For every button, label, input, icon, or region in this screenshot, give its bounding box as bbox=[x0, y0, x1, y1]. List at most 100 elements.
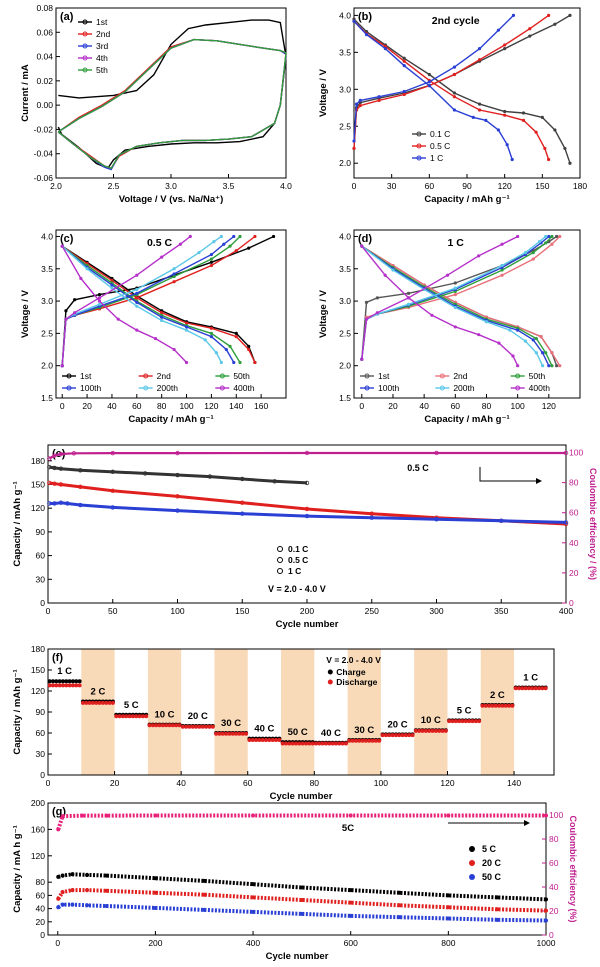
series-2nd-discharge-point bbox=[247, 347, 251, 352]
discharge-point bbox=[144, 714, 149, 719]
legend-entry: Charge bbox=[336, 667, 366, 677]
y-tick-label: 200 bbox=[31, 798, 45, 808]
chart-c: 0 20 40 60 80 100 120 140 160 1.5 2.0 2.5 3.0 3.5 4.0 C… bbox=[20, 229, 287, 425]
series-100th-discharge-point bbox=[516, 328, 520, 332]
series-400th-discharge-point bbox=[135, 328, 139, 332]
rate-band bbox=[347, 649, 381, 775]
voltage-window: V = 2.0 - 4.0 V bbox=[326, 655, 381, 665]
discharge-point bbox=[107, 700, 112, 705]
discharge-point bbox=[97, 700, 102, 705]
x-tick-label: 2.5 bbox=[108, 181, 120, 191]
series-2nd-discharge-point bbox=[234, 335, 238, 339]
series-200th-discharge-point bbox=[484, 320, 489, 324]
series-2nd bbox=[57, 38, 287, 170]
x-tick-label: 100 bbox=[511, 401, 525, 411]
chart-a: 2.0 2.5 3.0 3.5 4.0 -0.06 -0.04 -0.02 0.00 0.02 0.… bbox=[20, 3, 292, 205]
y-tick-label: 80 bbox=[36, 877, 46, 887]
discharge-point bbox=[54, 683, 59, 688]
x-tick-label: 60 bbox=[243, 778, 253, 788]
series-point bbox=[85, 872, 90, 877]
discharge-point bbox=[137, 714, 142, 719]
discharge-point bbox=[217, 731, 222, 736]
discharge-point bbox=[510, 703, 515, 708]
x-axis-label: Capacity / mAh g⁻¹ bbox=[424, 194, 509, 205]
series-point bbox=[70, 902, 75, 907]
series-1 C-charge-point bbox=[496, 28, 500, 32]
y-tick-label: 60 bbox=[36, 728, 46, 738]
discharge-point bbox=[230, 731, 235, 736]
discharge-point bbox=[467, 719, 472, 724]
y2-axis-label: Coulombic efficiency (%) bbox=[568, 815, 578, 922]
x-tick-label: 150 bbox=[535, 181, 549, 191]
series-0.5 C-discharge-point bbox=[543, 146, 547, 151]
x-tick-label: 350 bbox=[494, 606, 508, 616]
series-point bbox=[47, 464, 52, 470]
series-0.5 C-charge-point bbox=[547, 13, 551, 17]
discharge-point bbox=[207, 724, 212, 729]
discharge-point bbox=[67, 683, 72, 688]
series-point bbox=[348, 813, 353, 818]
series-50th-charge-point bbox=[544, 241, 548, 245]
discharge-point bbox=[443, 728, 448, 733]
series-point bbox=[369, 515, 374, 520]
series-point bbox=[251, 909, 256, 914]
series-100th-discharge-point bbox=[224, 347, 228, 352]
legend-marker bbox=[277, 557, 283, 563]
series-0.1 C-discharge-point bbox=[553, 128, 557, 132]
series-0.1 C-discharge bbox=[353, 18, 571, 164]
series-100th-charge-point bbox=[172, 272, 176, 276]
discharge-point bbox=[403, 733, 408, 738]
series-0.5 C-charge-point bbox=[528, 27, 532, 31]
rate-band bbox=[480, 649, 515, 775]
discharge-point bbox=[423, 728, 428, 733]
series-5th bbox=[57, 38, 287, 170]
charge-point bbox=[64, 679, 69, 684]
charge-point bbox=[57, 679, 62, 684]
discharge-point bbox=[520, 686, 525, 691]
discharge-point bbox=[377, 738, 382, 743]
y2-tick-label: 80 bbox=[569, 478, 579, 488]
series-0.5 C-charge-point bbox=[477, 58, 482, 62]
series-50th-charge-point bbox=[209, 257, 214, 261]
series-200th-charge-point bbox=[212, 240, 216, 244]
discharge-point bbox=[254, 738, 259, 742]
series-point bbox=[304, 513, 310, 519]
discharge-point bbox=[184, 724, 189, 729]
series-100th-discharge-point bbox=[531, 338, 535, 342]
series-point bbox=[110, 469, 115, 475]
series-100th-discharge-point bbox=[547, 364, 551, 368]
series-point bbox=[397, 915, 402, 920]
series-point bbox=[110, 488, 115, 494]
legend-entry: 400th bbox=[233, 383, 255, 393]
x-tick-label: 20 bbox=[82, 401, 92, 411]
series-point bbox=[348, 913, 353, 918]
x-axis-label: Cycle number bbox=[276, 619, 339, 630]
y-tick-label: 0 bbox=[40, 930, 45, 940]
discharge-point bbox=[487, 703, 492, 708]
y-tick-label: 4.0 bbox=[339, 10, 351, 20]
charge-point bbox=[67, 679, 72, 684]
series-400th-discharge-point bbox=[516, 364, 520, 368]
discharge-point bbox=[110, 700, 115, 705]
discharge-point bbox=[497, 703, 502, 708]
y-tick-label: -0.06 bbox=[34, 173, 54, 183]
discharge-point bbox=[164, 723, 169, 728]
series-point bbox=[251, 882, 256, 887]
discharge-point bbox=[337, 741, 342, 746]
rate-band bbox=[81, 649, 115, 775]
chart-g: 0 200 400 600 800 100002040608012016020002040… bbox=[12, 798, 578, 962]
legend-marker bbox=[416, 143, 422, 149]
series-0.5 C-discharge-point bbox=[521, 118, 526, 122]
series-point bbox=[348, 888, 353, 893]
legend-marker bbox=[82, 31, 88, 37]
legend-entry: Discharge bbox=[336, 677, 377, 687]
series-0.1 C-discharge-point bbox=[477, 102, 482, 106]
series-400th-discharge-point bbox=[172, 347, 176, 352]
series-400th-charge-point bbox=[445, 273, 450, 277]
series-point bbox=[207, 474, 213, 479]
legend-marker bbox=[66, 373, 72, 379]
y-tick-label: 120 bbox=[31, 686, 45, 696]
discharge-point bbox=[250, 738, 255, 742]
series-point bbox=[544, 918, 548, 923]
y-tick-label: 120 bbox=[31, 503, 45, 513]
